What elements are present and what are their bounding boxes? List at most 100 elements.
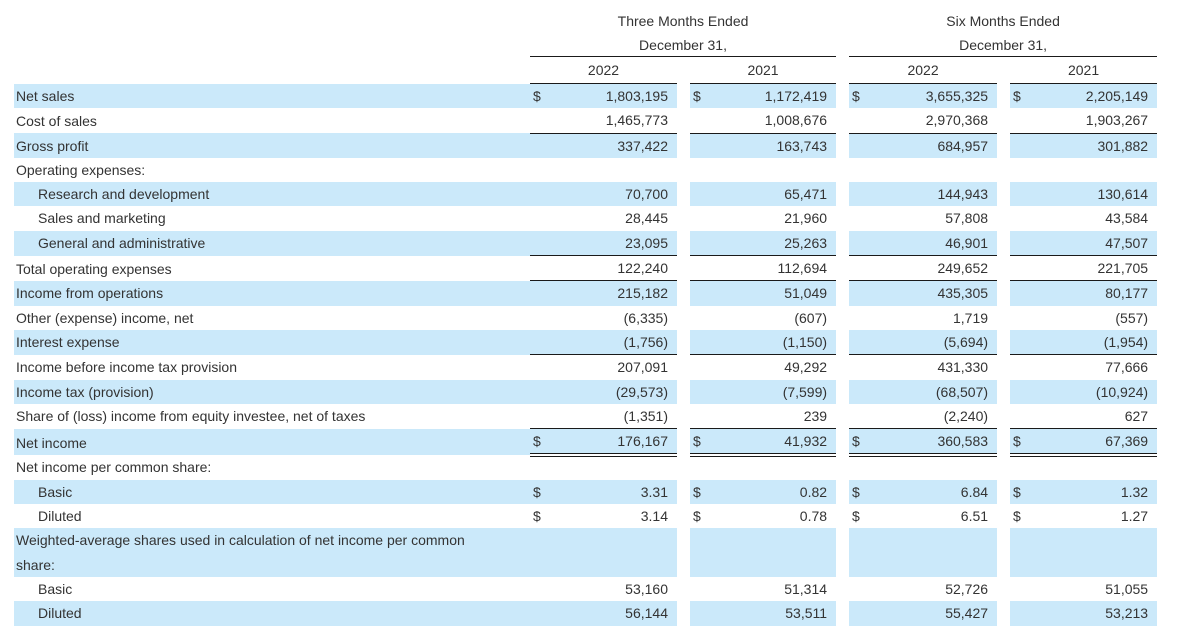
- cell-value: [1036, 528, 1158, 577]
- table-row: Net sales $1,803,195 $1,172,419 $3,655,325 $…: [14, 83, 1158, 109]
- table-row: Income before income tax provision 207,09…: [14, 355, 1157, 380]
- dollar-sign: [849, 206, 876, 230]
- cell-value: 360,583: [876, 428, 998, 458]
- dollar-sign: [690, 206, 716, 230]
- cell-value: 0.82: [716, 479, 837, 505]
- column-gutter: [677, 379, 690, 404]
- year-header: 2022: [849, 56, 998, 84]
- dollar-sign: [1010, 255, 1037, 282]
- column-gutter: [997, 280, 1011, 306]
- cell-value: 43,584: [1105, 210, 1149, 227]
- dollar-sign: [1010, 206, 1036, 230]
- cell-value: 23,095: [556, 230, 677, 257]
- row-label: Weighted-average shares used in calculat…: [14, 528, 530, 577]
- cell-value: 1,465,773: [556, 108, 677, 134]
- cell-value: 51,314: [784, 580, 828, 597]
- column-gutter: [997, 455, 1010, 479]
- table-body: Net sales $1,803,195 $1,172,419 $3,655,325 $…: [14, 83, 1158, 626]
- cell-value: 431,330: [937, 359, 989, 376]
- table-row: Research and development 70,700 65,471 144,…: [14, 182, 1158, 207]
- cell-value: 163,743: [716, 133, 837, 158]
- cell-value: (607): [794, 309, 828, 326]
- dollar-sign: $: [849, 479, 877, 505]
- dollar-sign: [1010, 133, 1037, 158]
- column-gutter: [677, 206, 690, 230]
- dollar-sign: [849, 455, 876, 479]
- column-gutter: [836, 83, 850, 109]
- column-gutter: [997, 133, 1011, 158]
- column-gutter: [997, 83, 1011, 109]
- dollar-sign: [530, 280, 556, 306]
- year-header: 2022: [530, 56, 677, 84]
- cell-value: 1,719: [953, 309, 989, 326]
- header-spacer: [14, 8, 530, 34]
- dollar-sign: $: [849, 83, 877, 109]
- column-gutter: [997, 404, 1010, 429]
- dollar-sign: [530, 206, 556, 230]
- row-label: Total operating expenses: [16, 260, 172, 277]
- column-gutter: [677, 455, 690, 479]
- row-label: Income before income tax provision: [16, 359, 237, 376]
- cell-value: [1036, 455, 1157, 479]
- column-gutter: [677, 108, 690, 133]
- table-row: Interest expense (1,756) (1,150) (5,694) (1,…: [14, 329, 1158, 356]
- column-gutter: [677, 280, 690, 306]
- column-gutter: [836, 528, 850, 577]
- dollar-sign: [1010, 230, 1037, 257]
- cell-value: 28,445: [625, 210, 668, 227]
- cell-value: 1,008,676: [716, 108, 837, 134]
- column-gutter: [997, 577, 1010, 601]
- cell-value: 25,263: [716, 230, 837, 257]
- cell-value: (1,954): [1036, 329, 1158, 356]
- cell-value: 47,507: [1036, 230, 1158, 257]
- cell-value: [556, 158, 677, 182]
- dollar-sign: [690, 108, 716, 134]
- dollar-sign: [1010, 329, 1037, 356]
- cell-value: 221,705: [1036, 255, 1158, 282]
- dollar-sign: [1010, 108, 1037, 134]
- year-header: 2021: [1010, 56, 1158, 84]
- cell-value: 6.51: [960, 508, 989, 525]
- cell-value: 207,091: [617, 359, 668, 376]
- year-header: 2021: [690, 56, 837, 84]
- header-spacer: [14, 34, 530, 57]
- cell-value: (10,924): [1036, 379, 1158, 404]
- table-row: Share of (loss) income from equity inves…: [14, 403, 1158, 430]
- cell-value: (68,507): [876, 379, 998, 404]
- dollar-sign: [690, 306, 716, 330]
- cell-value: 46,901: [876, 230, 998, 257]
- table-row: Basic 53,160 51,314 52,726 51,055: [14, 577, 1157, 601]
- cell-value: 56,144: [556, 601, 677, 626]
- column-gutter: [836, 577, 849, 601]
- dollar-sign: [1010, 601, 1037, 626]
- row-label: Income tax (provision): [14, 379, 530, 404]
- dollar-sign: [690, 379, 716, 404]
- dollar-sign: [849, 355, 876, 380]
- table-row: General and administrative 23,095 25,263 46…: [14, 230, 1158, 257]
- dollar-sign: $: [1010, 83, 1037, 109]
- dollar-sign: [530, 182, 556, 207]
- column-gutter: [677, 306, 690, 330]
- cell-value: 51,049: [716, 280, 837, 306]
- cell-value: 65,471: [716, 182, 837, 207]
- cell-value: 684,957: [876, 133, 998, 158]
- row-label: Gross profit: [14, 133, 530, 158]
- cell-value: 2,970,368: [876, 108, 998, 134]
- dollar-sign: [1010, 455, 1036, 479]
- column-gutter: [997, 379, 1011, 404]
- dollar-sign: [849, 133, 877, 158]
- dollar-sign: [690, 182, 716, 207]
- cell-value: [876, 528, 998, 577]
- dollar-sign: [530, 158, 556, 182]
- dollar-sign: [690, 329, 716, 356]
- table-row: Gross profit 337,422 163,743 684,957 301,882: [14, 133, 1158, 158]
- cell-value: 21,960: [784, 210, 828, 227]
- dollar-sign: [690, 403, 716, 430]
- dollar-sign: [849, 329, 877, 356]
- row-label: Research and development: [14, 182, 530, 207]
- column-gutter: [836, 329, 850, 355]
- cell-value: 1,803,195: [556, 83, 677, 109]
- cell-value: 80,177: [1036, 280, 1158, 306]
- cell-value: [1036, 158, 1157, 182]
- cell-value: [556, 455, 677, 479]
